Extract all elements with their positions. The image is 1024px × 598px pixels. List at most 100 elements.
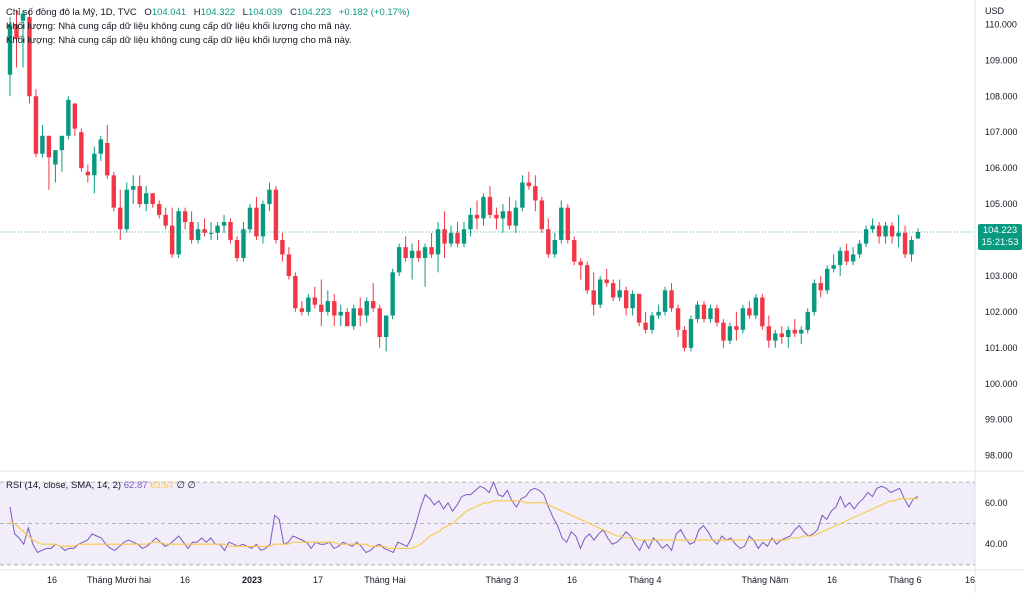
candle-body	[870, 225, 875, 230]
candle-body	[786, 329, 791, 338]
price-tick-label: 109.000	[985, 55, 1018, 65]
candle-body	[286, 254, 292, 276]
low-value: 104.039	[247, 7, 283, 18]
candle-body	[20, 13, 26, 21]
candle-body	[837, 250, 843, 266]
price-tick-label: 101.000	[985, 343, 1018, 353]
candle-body	[818, 283, 823, 291]
candle-body	[202, 229, 207, 233]
candle-body	[844, 250, 849, 262]
candle-body	[79, 132, 84, 169]
last-price-badge: 104.223 15:21:53	[978, 223, 1022, 250]
candle-body	[435, 229, 441, 255]
time-tick-label: 16	[567, 575, 577, 585]
candle-body	[805, 311, 810, 330]
candle-body	[131, 186, 136, 190]
time-tick-label: 16	[47, 575, 57, 585]
candle-body	[182, 211, 188, 223]
time-tick-label: Tháng Năm	[741, 575, 788, 585]
candle-body	[143, 193, 149, 205]
rsi-title[interactable]: RSI (14, close, SMA, 14, 2)	[6, 480, 122, 491]
candle-body	[195, 229, 201, 240]
candle-body	[760, 297, 765, 327]
candle-body	[370, 301, 376, 309]
time-tick-label: 17	[313, 575, 323, 585]
candle-body	[623, 290, 629, 309]
candle-body	[280, 240, 285, 255]
candle-body	[176, 211, 181, 255]
candle-body	[578, 261, 583, 266]
time-tick-label: 2023	[242, 575, 262, 585]
price-tick-label: 98.000	[985, 451, 1013, 461]
candle-body	[675, 308, 681, 330]
candle-body	[254, 207, 259, 237]
candle-body	[766, 326, 772, 341]
currency-label: USD	[985, 6, 1005, 16]
candle-body	[46, 135, 52, 158]
low-label: L	[242, 7, 248, 18]
candle-body	[448, 232, 454, 244]
candle-body	[565, 207, 570, 240]
time-tick-label: Tháng 6	[888, 575, 921, 585]
candle-body	[610, 283, 616, 298]
candle-body	[137, 186, 142, 205]
candle-body	[526, 182, 532, 187]
time-tick-label: 16	[180, 575, 190, 585]
candle-body	[306, 297, 311, 312]
candle-body	[442, 229, 447, 244]
candle-body	[617, 290, 622, 298]
candle-body	[662, 290, 668, 312]
candle-body	[7, 24, 13, 75]
last-price-value: 104.223	[982, 224, 1018, 236]
candle-body	[597, 279, 603, 305]
candle-body	[539, 200, 545, 230]
candle-body	[708, 308, 713, 320]
candle-body	[481, 196, 486, 219]
candle-body	[883, 225, 888, 237]
volume-note-1: Khối lượng: Nhà cung cấp dữ liệu không c…	[6, 21, 352, 32]
time-tick-label: Tháng Hai	[364, 575, 406, 585]
candle-body	[734, 326, 739, 330]
candle-body	[325, 301, 331, 312]
price-tick-label: 100.000	[985, 379, 1018, 389]
candle-body	[234, 240, 240, 258]
candle-body	[909, 240, 914, 255]
candle-body	[396, 247, 402, 273]
candle-body	[221, 222, 227, 226]
main-legend: Chỉ số đồng đô la Mỹ, 1D, TVC O104.041 H…	[6, 6, 410, 48]
candle-body	[792, 329, 797, 334]
candle-body	[383, 315, 389, 338]
candle-body	[163, 214, 168, 226]
candle-body	[267, 189, 272, 205]
candle-body	[915, 231, 921, 239]
candle-body	[773, 333, 778, 341]
candle-body	[422, 247, 428, 258]
candle-body	[863, 229, 869, 244]
candle-body	[351, 308, 356, 327]
bar-countdown: 15:21:53	[981, 236, 1019, 248]
candle-body	[513, 207, 519, 226]
volume-note-2: Khối lượng: Nhà cung cấp dữ liệu không c…	[6, 35, 352, 46]
candle-body	[902, 232, 908, 255]
candle-body	[98, 139, 104, 154]
candle-body	[747, 308, 752, 316]
candle-body	[124, 189, 129, 230]
candle-body	[403, 247, 408, 258]
candle-body	[40, 135, 45, 154]
ohlc-row: Chỉ số đồng đô la Mỹ, 1D, TVC O104.041 H…	[6, 6, 410, 20]
candle-body	[857, 243, 862, 255]
candle-body	[876, 225, 882, 237]
candle-body	[889, 225, 895, 237]
candle-body	[332, 301, 337, 316]
symbol-title[interactable]: Chỉ số đồng đô la Mỹ, 1D, TVC	[6, 7, 137, 18]
time-tick-label: Tháng 4	[628, 575, 661, 585]
candle-body	[740, 308, 746, 330]
candle-body	[299, 308, 305, 312]
candle-body	[572, 240, 577, 262]
candle-body	[850, 254, 856, 262]
candle-body	[105, 142, 110, 176]
candle-body	[799, 329, 804, 334]
rsi-na-2: ∅	[187, 480, 196, 491]
time-tick-label: Tháng 3	[485, 575, 518, 585]
